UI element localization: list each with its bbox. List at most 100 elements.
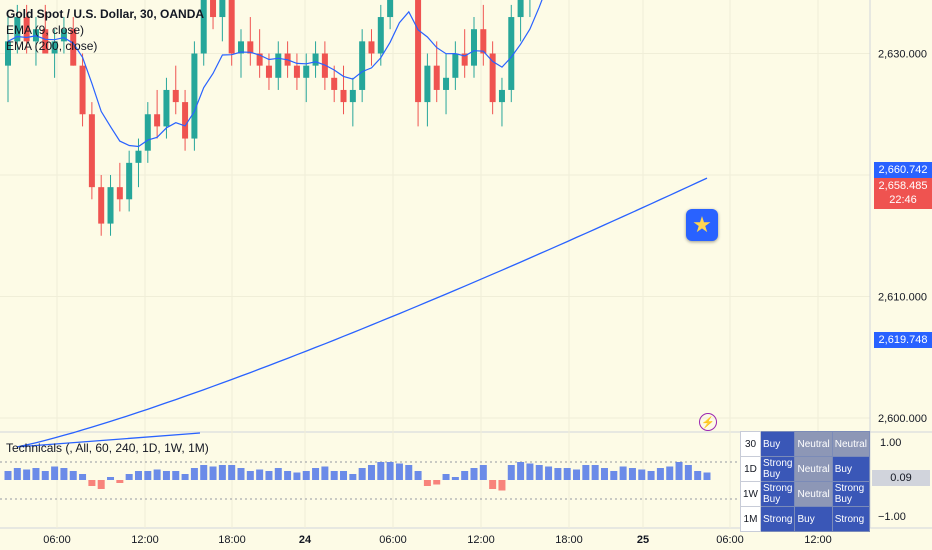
ema9-legend: EMA (9, close) <box>6 23 85 37</box>
indicator-bar <box>60 468 68 480</box>
technicals-table: 30 Buy Neutral Neutral 1D Strong Buy Neu… <box>740 431 870 532</box>
all-cell: Strong <box>831 506 870 532</box>
candle-body <box>424 65 431 103</box>
candle-body <box>415 0 422 103</box>
indicator-bar <box>619 466 627 480</box>
indicator-bar <box>134 471 142 480</box>
candle-body <box>135 150 142 163</box>
indicator-bar <box>610 471 618 480</box>
indicator-bar <box>79 474 87 480</box>
indicator-bar <box>284 471 292 480</box>
candle <box>144 102 151 163</box>
x-tick-label: 12:00 <box>467 534 495 546</box>
candle <box>303 53 310 103</box>
last-price-tag: 2,658.485 22:46 <box>874 178 932 209</box>
indicator-bar <box>200 465 208 480</box>
indicator-bar <box>312 468 320 480</box>
candle-body <box>126 162 133 200</box>
candle <box>88 102 95 200</box>
candle <box>238 29 244 78</box>
indicator-bar <box>377 462 385 480</box>
x-tick-label: 12:00 <box>804 534 832 546</box>
indicator-bar <box>23 469 31 480</box>
candle-body <box>116 187 123 200</box>
candle <box>275 41 282 90</box>
indicator-bar <box>507 465 515 480</box>
indicator-scale-bottom: −1.00 <box>878 511 906 523</box>
indicator-bar <box>423 480 431 486</box>
candle <box>433 41 440 103</box>
candle-body <box>293 65 300 78</box>
candle-body <box>498 89 505 103</box>
y-tick-label: 2,610.000 <box>878 292 927 304</box>
indicator-bar <box>386 462 394 480</box>
indicator-bar <box>582 465 590 480</box>
candle-body <box>265 65 272 78</box>
candle <box>200 0 207 66</box>
indicator-bar <box>666 466 674 480</box>
x-tick-label: 24 <box>299 534 312 546</box>
lightning-icon[interactable]: ⚡ <box>699 413 717 431</box>
table-row: 1D Strong Buy Neutral Buy <box>740 456 870 482</box>
table-row: 1M Strong Buy Strong <box>740 506 870 532</box>
indicator-bar <box>451 477 459 480</box>
candle <box>461 29 468 78</box>
indicator-bar <box>293 472 301 480</box>
candle-body <box>60 29 67 42</box>
osc-cell: Neutral <box>794 431 833 457</box>
all-cell: Strong Buy <box>831 481 870 507</box>
candle <box>126 150 133 212</box>
candle <box>23 4 30 54</box>
candle <box>340 65 347 115</box>
candle <box>247 17 254 66</box>
candle <box>293 53 300 90</box>
indicator-bar <box>628 468 636 480</box>
ma-cell: Strong Buy <box>759 481 796 507</box>
candle <box>70 17 77 66</box>
x-tick-label: 06:00 <box>379 534 407 546</box>
star-badge-icon[interactable]: ★ <box>686 209 718 241</box>
indicator-bar <box>97 480 105 489</box>
indicator-bar <box>461 471 469 480</box>
ema9-price-tag: 2,660.742 <box>874 162 932 178</box>
indicator-bar <box>545 466 553 480</box>
candle-body <box>443 77 450 90</box>
candle <box>443 53 450 115</box>
indicator-bar <box>144 471 152 480</box>
osc-cell: Buy <box>794 506 833 532</box>
candle <box>5 17 11 103</box>
timeframe-cell: 1D <box>740 456 761 482</box>
indicator-bar <box>153 469 161 480</box>
indicator-bar <box>172 471 180 480</box>
candle-body <box>461 53 468 66</box>
indicator-bar <box>246 471 254 480</box>
indicator-bar <box>684 465 692 480</box>
ma-cell: Strong Buy <box>759 456 796 482</box>
candle-body <box>331 77 338 90</box>
candle-body <box>312 53 319 66</box>
candle <box>256 29 263 78</box>
indicator-bar <box>563 468 571 480</box>
osc-cell: Neutral <box>794 456 833 482</box>
candle-body <box>172 89 179 103</box>
indicator-bar <box>600 468 608 480</box>
symbol-title: Gold Spot / U.S. Dollar, 30, OANDA <box>6 7 205 21</box>
candle-body <box>191 53 198 139</box>
candle-body <box>163 89 170 127</box>
indicator-bar <box>4 471 12 480</box>
candle <box>368 29 375 66</box>
indicator-bar <box>442 474 450 480</box>
indicator-bar <box>209 466 217 480</box>
indicator-bar <box>51 466 59 480</box>
indicator-bar <box>13 468 21 480</box>
candle <box>60 17 67 54</box>
indicator-bar <box>489 480 497 489</box>
candle-body <box>154 114 161 127</box>
indicator-bar <box>69 471 77 480</box>
candle-body <box>219 0 226 18</box>
indicator-bar <box>125 474 133 480</box>
candle-body <box>79 65 86 115</box>
candle-body <box>359 41 366 90</box>
candle-body <box>275 53 282 78</box>
candle <box>14 4 21 54</box>
